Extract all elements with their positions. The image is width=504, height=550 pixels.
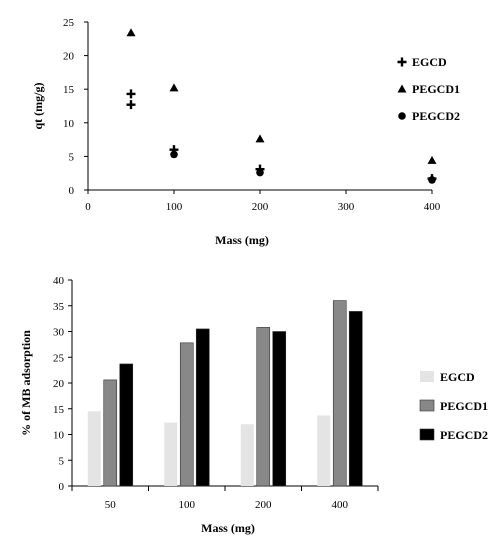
scatter-legend-label: EGCD — [412, 55, 447, 69]
bar-legend-label: PEGCD1 — [440, 399, 488, 413]
scatter-point-egcd — [169, 145, 179, 155]
bar-legend: EGCD PEGCD1 PEGCD2 — [419, 370, 488, 442]
bar-egcd-50 — [87, 411, 101, 486]
scatter-legend-label: PEGCD1 — [412, 82, 460, 96]
scatter-y-axis-title: qt (mg/g) — [31, 83, 45, 130]
scatter-point-pegcd1 — [169, 83, 179, 92]
scatter-y-tick-label: 20 — [63, 51, 75, 63]
bar-pegcd1-400 — [332, 300, 347, 487]
bar-x-tick-label: 400 — [332, 499, 349, 511]
scatter-legend: EGCD PEGCD1 PEGCD2 — [397, 55, 460, 123]
bar-pegcd2-400 — [348, 311, 363, 487]
bar-egcd-200 — [240, 424, 254, 486]
scatter-y-tick-label: 5 — [69, 151, 75, 163]
bar-x-axis-title: Mass (mg) — [201, 521, 255, 535]
bar-chart: 0 5 10 15 20 25 30 35 40 50 100 200 400 Mass (mg) %… — [19, 275, 488, 535]
bar-pegcd1-100 — [179, 342, 194, 487]
scatter-point-egcd — [126, 89, 136, 99]
scatter-legend-marker-egcd — [397, 57, 407, 67]
bar-x-tick-label: 100 — [179, 499, 196, 511]
bar-pegcd1-50 — [103, 379, 118, 487]
scatter-y-tick-label: 10 — [63, 118, 75, 130]
scatter-x-tick-label: 400 — [424, 201, 441, 213]
scatter-x-tick-label: 300 — [338, 201, 355, 213]
bar-y-axis-title: % of MB adsorption — [19, 330, 33, 436]
bar-egcd-100 — [164, 422, 178, 486]
bar-y-tick-label: 20 — [53, 378, 65, 390]
scatter-y-tick-label: 0 — [69, 185, 75, 197]
scatter-chart: 0 5 10 15 20 25 0 100 200 300 400 Mass (mg) qt (m… — [31, 17, 460, 247]
bar-legend-label: EGCD — [440, 370, 475, 384]
bar-egcd-400 — [317, 415, 331, 486]
scatter-point-pegcd2 — [256, 168, 264, 177]
scatter-x-axis-title: Mass (mg) — [215, 233, 269, 247]
bar-y-tick-label: 10 — [53, 430, 65, 442]
bar-y-tick-label: 35 — [53, 301, 65, 313]
bar-pegcd2-100 — [195, 328, 210, 487]
scatter-x-tick-label: 100 — [166, 201, 183, 213]
bar-y-tick-label: 15 — [53, 404, 65, 416]
bar-x-tick-label: 50 — [105, 499, 117, 511]
bar-legend-swatch-pegcd1 — [419, 399, 435, 412]
scatter-x-tick-label: 0 — [85, 201, 91, 213]
bar-legend-label: PEGCD2 — [440, 428, 488, 442]
scatter-point-pegcd1 — [255, 134, 265, 143]
scatter-point-pegcd2 — [170, 150, 178, 159]
scatter-legend-marker-pegcd1 — [397, 84, 407, 93]
bar-y-tick-label: 40 — [53, 275, 65, 287]
scatter-y-tick-label: 15 — [63, 84, 75, 96]
bar-legend-swatch-egcd — [420, 371, 434, 382]
bar-legend-swatch-pegcd2 — [419, 428, 435, 441]
scatter-point-pegcd1 — [427, 155, 437, 164]
bar-pegcd2-50 — [119, 363, 134, 487]
bar-y-tick-label: 5 — [59, 455, 65, 467]
scatter-point-pegcd2 — [428, 176, 436, 184]
scatter-point-egcd — [126, 100, 136, 110]
bar-y-tick-label: 25 — [53, 352, 65, 364]
scatter-point-pegcd1 — [126, 28, 136, 37]
scatter-x-tick-label: 200 — [252, 201, 269, 213]
scatter-legend-marker-pegcd2 — [398, 112, 406, 120]
bar-y-tick-label: 0 — [59, 481, 65, 493]
bar-pegcd1-200 — [256, 327, 271, 487]
scatter-y-tick-label: 25 — [63, 17, 75, 29]
bar-y-tick-label: 30 — [53, 327, 65, 339]
scatter-legend-label: PEGCD2 — [412, 109, 460, 123]
bar-x-tick-label: 200 — [255, 499, 272, 511]
bar-pegcd2-200 — [272, 331, 287, 487]
